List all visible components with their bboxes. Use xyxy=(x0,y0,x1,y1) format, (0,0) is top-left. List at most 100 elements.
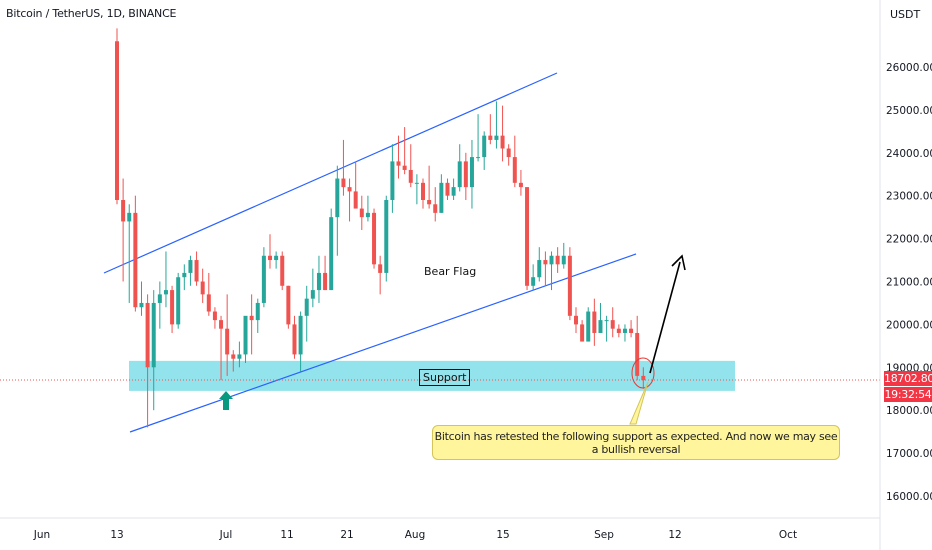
time-tick-label: Aug xyxy=(405,529,426,541)
candle xyxy=(500,105,505,162)
candle xyxy=(525,187,530,291)
candle xyxy=(249,294,254,355)
candle xyxy=(641,367,646,389)
candle-body xyxy=(243,315,248,355)
candle-body xyxy=(525,187,530,286)
candle-body xyxy=(604,320,609,322)
candle-body xyxy=(561,255,566,265)
candle xyxy=(353,161,358,209)
candle xyxy=(396,135,401,179)
candle xyxy=(298,311,303,372)
candle xyxy=(304,285,309,342)
candle-body xyxy=(188,260,193,273)
candle-body xyxy=(316,272,321,291)
candle-body xyxy=(139,302,144,308)
chart-title: Bitcoin / TetherUS, 1D, BINANCE xyxy=(6,7,177,20)
candle xyxy=(512,135,517,188)
candle xyxy=(451,178,456,200)
candle-body xyxy=(298,315,303,355)
candle-body xyxy=(323,272,328,291)
candle xyxy=(292,315,297,359)
candle-body xyxy=(549,255,554,265)
candle xyxy=(194,251,199,286)
price-axis-unit: USDT xyxy=(890,8,921,21)
candle-body xyxy=(170,290,175,325)
candle-body xyxy=(574,315,578,325)
candle-body xyxy=(163,290,168,295)
candle xyxy=(274,251,279,269)
candle-body xyxy=(580,324,585,342)
time-tick-label: 13 xyxy=(110,529,123,541)
candle xyxy=(286,285,291,329)
candle-body xyxy=(151,302,156,368)
price-tick-label: 24000.00 xyxy=(886,148,932,160)
bear-flag-label: Bear Flag xyxy=(424,265,477,278)
candle xyxy=(121,178,126,282)
time-axis: Jun 13 Jul 11 21 Aug 15 Sep 12 Oct xyxy=(33,529,797,541)
candle-body xyxy=(378,264,383,273)
candles-layer xyxy=(115,28,646,428)
candle xyxy=(629,320,634,338)
candle xyxy=(580,320,585,342)
candle xyxy=(494,101,499,149)
candle xyxy=(543,251,548,286)
candle xyxy=(561,242,566,269)
candle xyxy=(372,208,377,269)
candle xyxy=(341,139,346,196)
candle-body xyxy=(225,328,230,355)
overlay-layer xyxy=(0,254,880,425)
candle xyxy=(359,195,364,231)
candle xyxy=(476,114,481,162)
candle-body xyxy=(176,277,181,325)
candle xyxy=(610,307,615,338)
candle-body xyxy=(598,320,603,333)
candle xyxy=(329,208,334,291)
candle-body xyxy=(261,255,266,303)
time-tick-label: Jul xyxy=(219,529,233,541)
candle xyxy=(231,350,236,372)
candle xyxy=(567,247,572,321)
candle xyxy=(219,315,224,381)
candle-body xyxy=(390,161,395,200)
candle-body xyxy=(286,285,291,325)
analysis-callout: Bitcoin has retested the following suppo… xyxy=(432,425,840,460)
candle xyxy=(427,165,432,209)
candle xyxy=(592,298,597,346)
candle xyxy=(133,195,138,312)
candle xyxy=(157,281,162,329)
candle-body xyxy=(408,169,413,183)
candle-body xyxy=(635,332,640,376)
bullish-arrow-head xyxy=(671,254,686,271)
candle xyxy=(237,341,242,368)
candle-body xyxy=(586,311,591,342)
candle xyxy=(598,302,603,333)
candle xyxy=(463,152,468,200)
candle-body xyxy=(200,281,205,295)
candle-body xyxy=(127,212,132,222)
candle-body xyxy=(219,320,224,329)
candle xyxy=(323,255,328,291)
candle-body xyxy=(494,135,499,140)
candle-body xyxy=(347,187,352,192)
candle-body xyxy=(616,328,621,333)
candle-body xyxy=(482,135,487,158)
candle xyxy=(200,268,205,303)
candle xyxy=(457,144,462,192)
price-axis: 26000.00 25000.00 24000.00 23000.00 22000.00… xyxy=(886,62,932,503)
candle xyxy=(188,255,193,286)
candle xyxy=(163,251,168,308)
candle xyxy=(384,195,389,282)
candle-body xyxy=(500,135,505,149)
time-tick-label: 12 xyxy=(668,529,681,541)
candle xyxy=(622,324,627,342)
candle-body xyxy=(206,294,211,312)
candle-body xyxy=(212,311,217,321)
candle xyxy=(212,307,217,329)
candle-body xyxy=(145,302,150,368)
candle xyxy=(127,204,132,303)
candle xyxy=(139,281,144,316)
candle xyxy=(506,144,511,166)
candle-body xyxy=(488,135,493,140)
time-tick-label: 21 xyxy=(340,529,353,541)
